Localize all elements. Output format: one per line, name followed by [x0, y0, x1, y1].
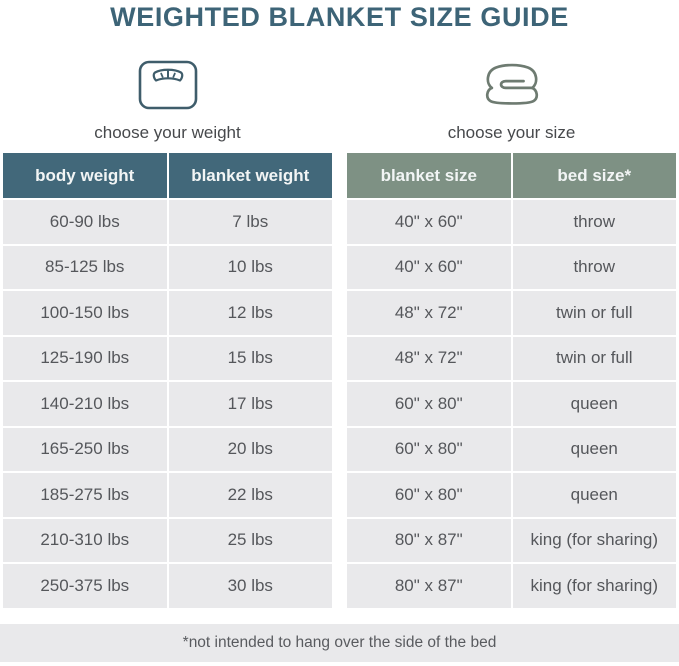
table-cell: king (for sharing)	[512, 564, 676, 608]
table-cell: 25 lbs	[168, 518, 332, 562]
table-cell: 40" x 60"	[347, 245, 511, 289]
table-cell: queen	[512, 427, 676, 471]
table-cell: 80" x 87"	[347, 564, 511, 608]
table-cell: 48" x 72"	[347, 336, 511, 380]
weight-column: choose your weight body weight blanket w…	[3, 60, 332, 608]
weight-table-header-blanket-weight: blanket weight	[168, 153, 332, 198]
scale-icon	[3, 60, 332, 110]
table-cell: 185-275 lbs	[3, 473, 167, 517]
table-cell: 210-310 lbs	[3, 518, 167, 562]
table-cell: 17 lbs	[168, 382, 332, 426]
table-cell: 85-125 lbs	[3, 245, 167, 289]
table-cell: 12 lbs	[168, 291, 332, 335]
table-cell: 15 lbs	[168, 336, 332, 380]
table-cell: 125-190 lbs	[3, 336, 167, 380]
size-table: blanket size bed size* 40" x 60" throw 40"…	[347, 153, 676, 608]
size-column: choose your size blanket size bed size* …	[347, 61, 676, 608]
table-cell: 250-375 lbs	[3, 564, 167, 608]
table-cell: 140-210 lbs	[3, 382, 167, 426]
size-table-header-bed-size: bed size*	[512, 153, 676, 198]
table-cell: 40" x 60"	[347, 200, 511, 244]
table-cell: twin or full	[512, 291, 676, 335]
table-cell: 60" x 80"	[347, 473, 511, 517]
table-cell: queen	[512, 473, 676, 517]
weight-caption: choose your weight	[94, 123, 241, 142]
table-cell: queen	[512, 382, 676, 426]
table-cell: throw	[512, 245, 676, 289]
table-cell: king (for sharing)	[512, 518, 676, 562]
table-cell: 30 lbs	[168, 564, 332, 608]
blanket-icon	[347, 61, 676, 109]
table-cell: 165-250 lbs	[3, 427, 167, 471]
page-title: WEIGHTED BLANKET SIZE GUIDE	[110, 2, 569, 32]
table-cell: 100-150 lbs	[3, 291, 167, 335]
table-cell: throw	[512, 200, 676, 244]
table-cell: 60-90 lbs	[3, 200, 167, 244]
table-cell: 22 lbs	[168, 473, 332, 517]
size-caption: choose your size	[447, 123, 576, 142]
table-cell: twin or full	[512, 336, 676, 380]
size-table-header-blanket-size: blanket size	[347, 153, 511, 198]
table-cell: 60" x 80"	[347, 427, 511, 471]
table-cell: 7 lbs	[168, 200, 332, 244]
table-cell: 10 lbs	[168, 245, 332, 289]
footnote-bar: *not intended to hang over the side of t…	[0, 623, 679, 662]
weight-table: body weight blanket weight 60-90 lbs 7 lb…	[3, 153, 332, 608]
table-cell: 20 lbs	[168, 427, 332, 471]
table-cell: 48" x 72"	[347, 291, 511, 335]
table-cell: 80" x 87"	[347, 518, 511, 562]
table-cell: 60" x 80"	[347, 382, 511, 426]
weight-table-header-body-weight: body weight	[3, 153, 167, 198]
guide-columns: choose your weight body weight blanket w…	[0, 60, 679, 608]
